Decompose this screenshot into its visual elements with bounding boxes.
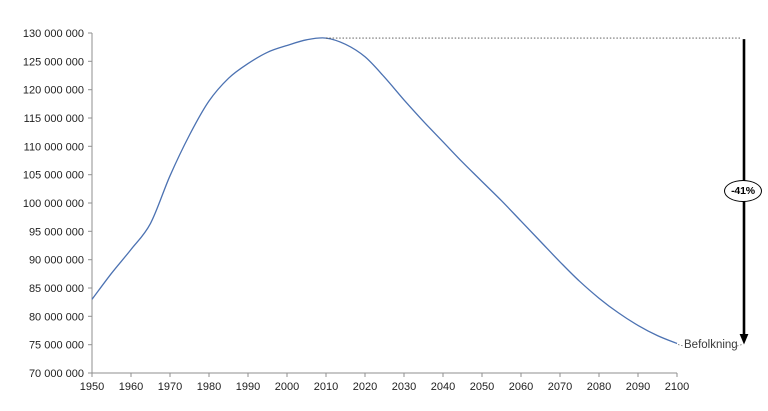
series-label-befolkning: Befolkning bbox=[684, 339, 738, 351]
y-axis-tick-label: 90 000 000 bbox=[29, 255, 84, 267]
y-axis-tick-label: 105 000 000 bbox=[23, 170, 84, 182]
x-axis-tick-label: 2100 bbox=[665, 381, 689, 393]
decline-arrow-head bbox=[739, 334, 749, 345]
x-axis-tick-label: 2040 bbox=[431, 381, 455, 393]
x-axis-tick-label: 1990 bbox=[236, 381, 260, 393]
population-line bbox=[91, 37, 678, 345]
x-axis-tick-label: 2010 bbox=[314, 381, 338, 393]
y-axis-tick-label: 125 000 000 bbox=[23, 56, 84, 68]
y-axis-tick-label: 110 000 000 bbox=[24, 141, 84, 153]
x-axis-tick-label: 2090 bbox=[626, 381, 650, 393]
y-axis-tick-label: 85 000 000 bbox=[29, 283, 84, 295]
x-axis-tick-label: 2080 bbox=[587, 381, 611, 393]
y-axis-tick-label: 100 000 000 bbox=[23, 198, 84, 210]
x-axis-tick-label: 2030 bbox=[392, 381, 416, 393]
y-axis-tick-label: 120 000 000 bbox=[23, 85, 84, 97]
x-axis-tick-label: 2060 bbox=[509, 381, 533, 393]
y-axis-tick-label: 115 000 000 bbox=[24, 113, 84, 125]
x-axis-tick-label: 2020 bbox=[353, 381, 377, 393]
percent-badge: -41% bbox=[724, 180, 762, 202]
x-axis-tick-label: 1980 bbox=[197, 381, 221, 393]
label-leader-dotted-line bbox=[677, 344, 743, 347]
y-axis-tick-label: 80 000 000 bbox=[29, 311, 84, 323]
x-axis-tick-label: 2050 bbox=[470, 381, 494, 393]
x-axis-tick-label: 2070 bbox=[548, 381, 572, 393]
x-axis-tick-label: 1970 bbox=[158, 381, 182, 393]
y-axis-tick-label: 95 000 000 bbox=[29, 226, 84, 238]
x-axis-tick-label: 1960 bbox=[119, 381, 143, 393]
x-axis-tick-label: 1950 bbox=[80, 381, 104, 393]
y-axis-tick-label: 75 000 000 bbox=[29, 340, 84, 352]
y-axis-tick-label: 70 000 000 bbox=[29, 368, 84, 380]
x-axis-tick-label: 2000 bbox=[275, 381, 299, 393]
y-axis-tick-label: 130 000 000 bbox=[23, 28, 84, 40]
